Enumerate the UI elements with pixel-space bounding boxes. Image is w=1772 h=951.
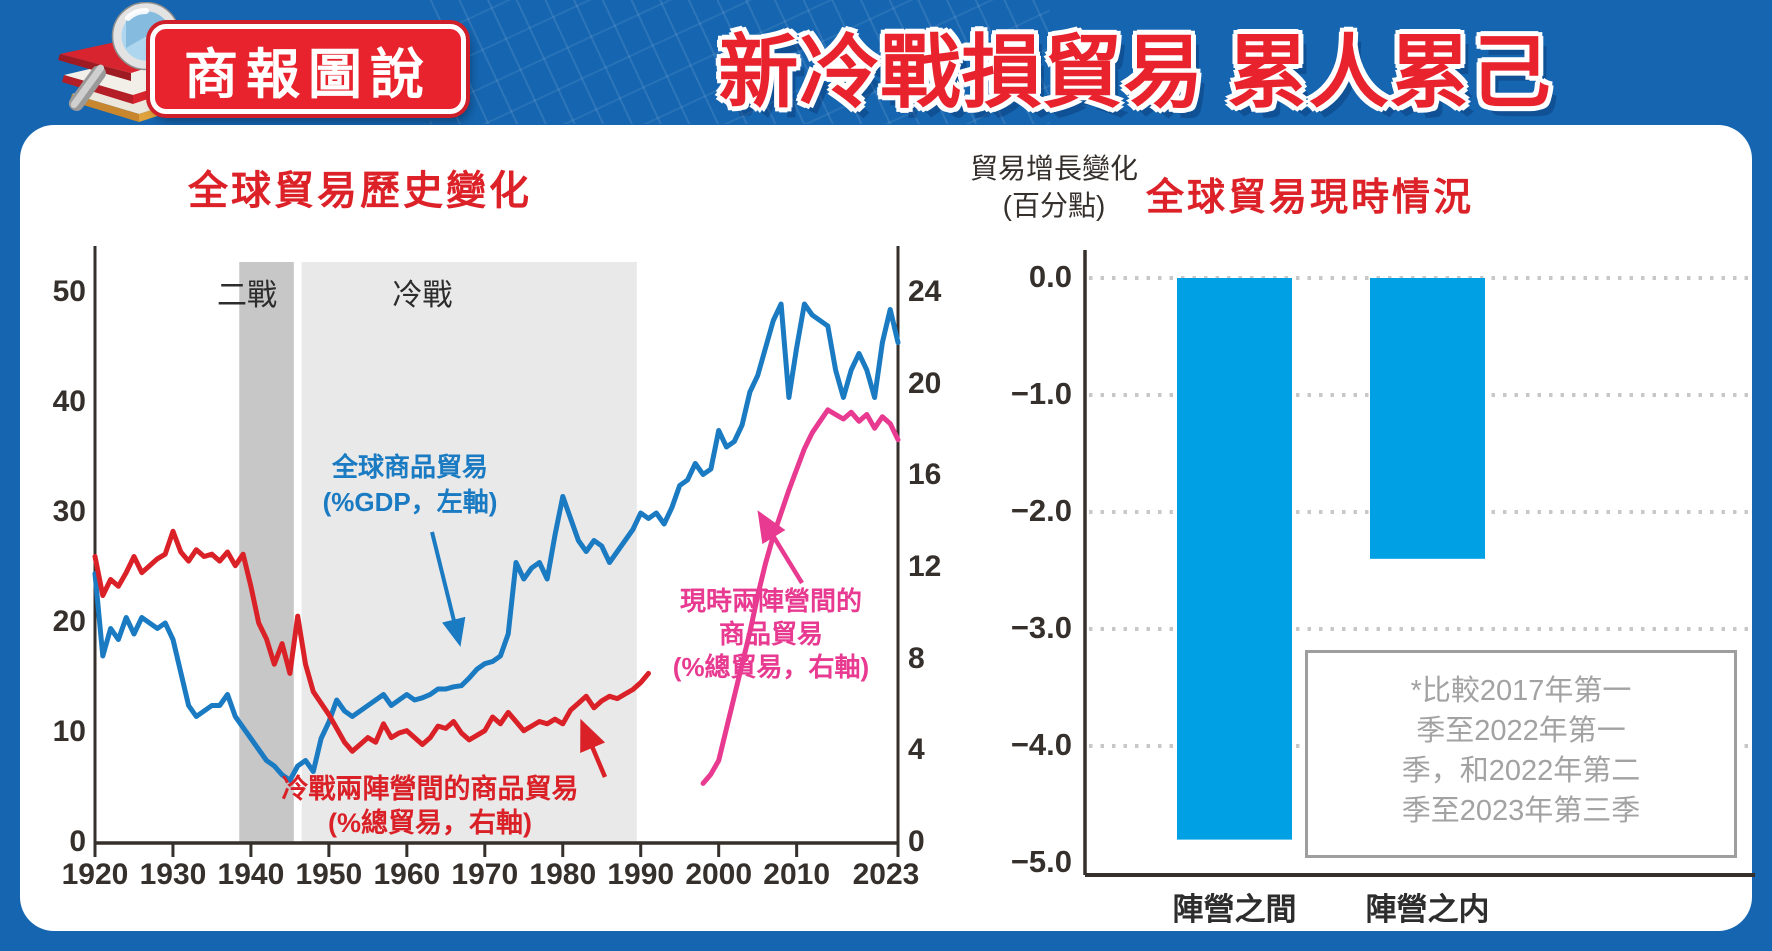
footnote-line: 季至2022年第一 — [1416, 715, 1626, 747]
red-annotation-line: (%總貿易，右軸) — [328, 808, 532, 838]
header-background-pattern — [430, 0, 1050, 124]
pink-annotation-arrow — [757, 510, 804, 585]
series-line — [700, 407, 901, 786]
bar-series — [1177, 278, 1485, 840]
footnote-box: *比較2017年第一 季至2022年第一 季，和2022年第二 季至2023年第三季 — [1305, 650, 1737, 858]
pink-annotation-line: (%總貿易，右軸) — [672, 652, 870, 682]
left-chart-title: 全球貿易歷史變化 — [188, 168, 532, 213]
page-title: 新冷戰損貿易 累人累己 — [718, 28, 1552, 117]
bar — [1177, 278, 1292, 840]
axes — [93, 246, 1755, 877]
blue-series-annotation: 全球商品貿易 (%GDP，左軸) — [305, 450, 515, 520]
bar — [1370, 278, 1485, 559]
footnote-line: 季至2023年第三季 — [1401, 795, 1641, 827]
bar-chart-y-axis-label-line: 貿易增長變化 — [969, 153, 1138, 184]
logo-badge: 商報圖說 — [150, 24, 466, 114]
bar-chart-y-axis-label: 貿易增長變化 (百分點) — [948, 150, 1160, 224]
right-chart-title: 全球貿易現時情況 — [1145, 177, 1474, 219]
magnifier-icon — [68, 2, 181, 111]
bar-chart-y-axis-label-line: (百分點) — [1002, 190, 1106, 221]
footnote-line: 季，和2022年第二 — [1401, 755, 1641, 787]
logo-badge-text: 商報圖說 — [184, 44, 432, 105]
red-annotation-line: 冷戰兩陣營間的商品貿易 — [281, 774, 579, 804]
blue-annotation-line: 全球商品貿易 — [331, 452, 488, 482]
line-series — [92, 301, 901, 786]
pink-annotation-line: 商品貿易 — [718, 619, 823, 649]
blue-annotation-line: (%GDP，左軸) — [322, 487, 498, 517]
era-band — [239, 262, 294, 843]
annotation-arrows — [430, 510, 804, 778]
red-annotation-arrow — [580, 718, 608, 778]
red-series-annotation: 冷戰兩陣營間的商品貿易 (%總貿易，右軸) — [230, 772, 630, 840]
blue-annotation-arrow — [430, 531, 466, 647]
pink-annotation-line: 現時兩陣營間的 — [679, 586, 862, 616]
footnote-line: *比較2017年第一 — [1410, 675, 1632, 707]
series-line — [92, 528, 651, 754]
series-line — [92, 301, 901, 783]
pink-series-annotation: 現時兩陣營間的 商品貿易 (%總貿易，右軸) — [655, 585, 887, 684]
